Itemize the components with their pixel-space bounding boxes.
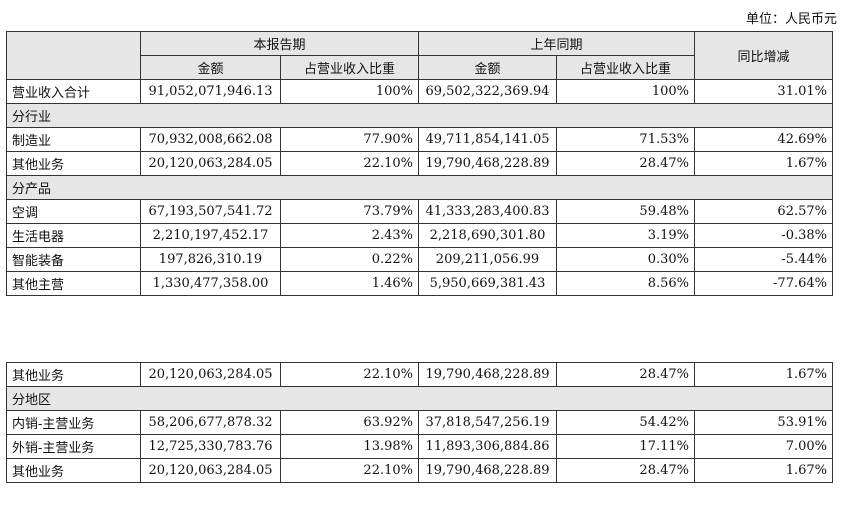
yoy-change: 62.57%	[694, 199, 833, 224]
table-row: 制造业 70,932,008,662.08 77.90% 49,711,854,…	[6, 127, 833, 152]
current-amount: 1,330,477,358.00	[140, 271, 281, 296]
prior-amount: 37,818,547,256.19	[418, 410, 557, 435]
region-table: 其他业务 20,120,063,284.05 22.10% 19,790,468…	[6, 362, 833, 483]
current-share: 22.10%	[280, 458, 419, 483]
prior-share: 0.30%	[556, 247, 695, 272]
prior-share: 8.56%	[556, 271, 695, 296]
prior-share: 17.11%	[556, 434, 695, 459]
row-label: 智能装备	[6, 247, 141, 272]
current-share: 77.90%	[280, 127, 419, 152]
header-current-period: 本报告期	[140, 31, 419, 56]
current-amount: 197,826,310.19	[140, 247, 281, 272]
prior-amount: 19,790,468,228.89	[418, 362, 557, 387]
prior-amount: 19,790,468,228.89	[418, 151, 557, 176]
header-blank	[6, 31, 141, 80]
unit-label: 单位：人民币元	[745, 12, 837, 27]
current-share: 22.10%	[280, 151, 419, 176]
header-prior-share: 占营业收入比重	[556, 55, 695, 80]
table-row: 内销-主营业务 58,206,677,878.32 63.92% 37,818,…	[6, 410, 833, 435]
prior-share: 100%	[556, 79, 695, 104]
prior-amount: 2,218,690,301.80	[418, 223, 557, 248]
current-share: 0.22%	[280, 247, 419, 272]
prior-amount: 5,950,669,381.43	[418, 271, 557, 296]
header-prior-amount: 金额	[418, 55, 557, 80]
table-row: 其他业务 20,120,063,284.05 22.10% 19,790,468…	[6, 362, 833, 387]
yoy-change: 1.67%	[694, 362, 833, 387]
prior-share: 71.53%	[556, 127, 695, 152]
yoy-change: -77.64%	[694, 271, 833, 296]
current-amount: 20,120,063,284.05	[140, 151, 281, 176]
prior-amount: 209,211,056.99	[418, 247, 557, 272]
current-share: 13.98%	[280, 434, 419, 459]
current-share: 100%	[280, 79, 419, 104]
row-label: 其他业务	[6, 151, 141, 176]
yoy-change: 1.67%	[694, 151, 833, 176]
row-label: 制造业	[6, 127, 141, 152]
table-row: 生活电器 2,210,197,452.17 2.43% 2,218,690,30…	[6, 223, 833, 248]
header-current-share: 占营业收入比重	[280, 55, 419, 80]
current-amount: 91,052,071,946.13	[140, 79, 281, 104]
current-share: 63.92%	[280, 410, 419, 435]
section-row-region: 分地区	[6, 386, 833, 411]
table-row: 智能装备 197,826,310.19 0.22% 209,211,056.99…	[6, 247, 833, 272]
row-label: 营业收入合计	[6, 79, 141, 104]
row-label: 外销-主营业务	[6, 434, 141, 459]
yoy-change: 53.91%	[694, 410, 833, 435]
section-row-industry: 分行业	[6, 103, 833, 128]
section-label: 分地区	[6, 386, 833, 411]
yoy-change: 7.00%	[694, 434, 833, 459]
prior-share: 28.47%	[556, 362, 695, 387]
prior-share: 54.42%	[556, 410, 695, 435]
table-row-total: 营业收入合计 91,052,071,946.13 100% 69,502,322…	[6, 79, 833, 104]
table-row: 其他业务 20,120,063,284.05 22.10% 19,790,468…	[6, 151, 833, 176]
prior-amount: 41,333,283,400.83	[418, 199, 557, 224]
current-amount: 70,932,008,662.08	[140, 127, 281, 152]
current-share: 1.46%	[280, 271, 419, 296]
table-row: 其他业务 20,120,063,284.05 22.10% 19,790,468…	[6, 458, 833, 483]
prior-amount: 49,711,854,141.05	[418, 127, 557, 152]
prior-share: 28.47%	[556, 151, 695, 176]
row-label: 其他主营	[6, 271, 141, 296]
row-label: 生活电器	[6, 223, 141, 248]
prior-share: 28.47%	[556, 458, 695, 483]
prior-amount: 69,502,322,369.94	[418, 79, 557, 104]
prior-share: 3.19%	[556, 223, 695, 248]
section-label: 分行业	[6, 103, 833, 128]
revenue-table: 本报告期 上年同期 同比增减 金额 占营业收入比重 金额 占营业收入比重 营业收…	[6, 31, 833, 296]
table-row: 其他主营 1,330,477,358.00 1.46% 5,950,669,38…	[6, 271, 833, 296]
current-amount: 20,120,063,284.05	[140, 362, 281, 387]
header-yoy-change: 同比增减	[694, 31, 833, 80]
row-label: 内销-主营业务	[6, 410, 141, 435]
row-label: 空调	[6, 199, 141, 224]
row-label: 其他业务	[6, 458, 141, 483]
prior-share: 59.48%	[556, 199, 695, 224]
current-share: 22.10%	[280, 362, 419, 387]
table-row: 空调 67,193,507,541.72 73.79% 41,333,283,4…	[6, 199, 833, 224]
current-amount: 58,206,677,878.32	[140, 410, 281, 435]
yoy-change: -0.38%	[694, 223, 833, 248]
section-row-product: 分产品	[6, 175, 833, 200]
section-label: 分产品	[6, 175, 833, 200]
current-share: 2.43%	[280, 223, 419, 248]
yoy-change: 42.69%	[694, 127, 833, 152]
current-amount: 2,210,197,452.17	[140, 223, 281, 248]
header-current-amount: 金额	[140, 55, 281, 80]
current-amount: 12,725,330,783.76	[140, 434, 281, 459]
current-share: 73.79%	[280, 199, 419, 224]
header-prior-period: 上年同期	[418, 31, 695, 56]
prior-amount: 11,893,306,884.86	[418, 434, 557, 459]
current-amount: 67,193,507,541.72	[140, 199, 281, 224]
table-row: 外销-主营业务 12,725,330,783.76 13.98% 11,893,…	[6, 434, 833, 459]
row-label: 其他业务	[6, 362, 141, 387]
yoy-change: 1.67%	[694, 458, 833, 483]
current-amount: 20,120,063,284.05	[140, 458, 281, 483]
prior-amount: 19,790,468,228.89	[418, 458, 557, 483]
yoy-change: 31.01%	[694, 79, 833, 104]
yoy-change: -5.44%	[694, 247, 833, 272]
